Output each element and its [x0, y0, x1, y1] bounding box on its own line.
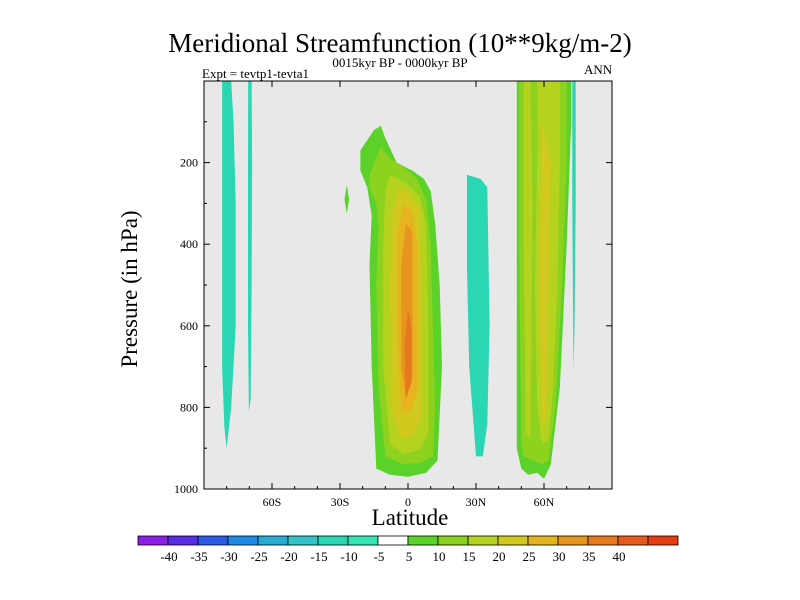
colorbar-swatch [617, 535, 649, 546]
x-tick-label: 60S [263, 495, 282, 509]
colorbar-swatch [527, 535, 559, 546]
contour-strip-74N [572, 81, 576, 371]
colorbar-label: -15 [310, 549, 327, 564]
colorbar-swatch [647, 535, 679, 546]
contour-cell-70S-strip [248, 81, 253, 412]
season-label: ANN [584, 62, 613, 77]
colorbar-label: 40 [613, 549, 626, 564]
colorbar-label: 25 [523, 549, 536, 564]
y-axis-label: Pressure (in hPa) [117, 210, 142, 368]
colorbar-swatch [167, 535, 199, 546]
contour-cell-30N [466, 174, 490, 457]
colorbar-swatch [197, 535, 229, 546]
y-tick-label: 1000 [174, 482, 198, 496]
colorbar-swatch [317, 535, 349, 546]
colorbar-swatch [557, 535, 589, 546]
contour-cell-60N-20 [539, 121, 551, 428]
colorbar-label: -30 [220, 549, 237, 564]
chart-title: Meridional Streamfunction (10**9kg/m-2) [168, 28, 632, 58]
colorbar-label: -25 [250, 549, 267, 564]
contour-small-blob-27S [344, 185, 350, 214]
x-tick-label: 30S [331, 495, 350, 509]
x-tick-label: 30N [466, 495, 487, 509]
contour-cell-60N-15 [523, 81, 533, 440]
experiment-label: Expt = tevtp1-tevta1 [202, 66, 309, 81]
colorbar-swatch [437, 535, 469, 546]
chart-subtitle: 0015kyr BP - 0000kyr BP [332, 55, 468, 70]
colorbar-label: -10 [340, 549, 357, 564]
colorbar-swatch [227, 535, 259, 546]
colorbar-swatch [497, 535, 529, 546]
colorbar-swatch [287, 535, 319, 546]
contour-tropical-cell-35 [404, 309, 412, 400]
colorbar-swatch [137, 535, 169, 546]
colorbar-label: 30 [553, 549, 566, 564]
colorbar-swatch [377, 535, 409, 546]
colorbar-label: 35 [583, 549, 596, 564]
x-axis-label: Latitude [371, 505, 449, 530]
y-tick-label: 200 [180, 156, 198, 170]
colorbar-label: -5 [374, 549, 385, 564]
colorbar-label: -35 [190, 549, 207, 564]
colorbar-label: -40 [160, 549, 177, 564]
colorbar-swatch [257, 535, 289, 546]
colorbar-label: 15 [463, 549, 476, 564]
x-tick-label: 60N [534, 495, 555, 509]
y-tick-label: 800 [180, 400, 198, 414]
colorbar-swatch [407, 535, 439, 546]
colorbar-label: 10 [433, 549, 446, 564]
contour-cell-80S-narrow [222, 81, 236, 449]
y-tick-label: 600 [180, 319, 198, 333]
colorbar-label: -20 [280, 549, 297, 564]
colorbar-label: 5 [406, 549, 413, 564]
colorbar-swatch [587, 535, 619, 546]
colorbar-label: 20 [493, 549, 506, 564]
colorbar-swatch [347, 535, 379, 546]
x-tick-label: 0 [405, 495, 411, 509]
y-tick-label: 400 [180, 237, 198, 251]
colorbar-swatch [467, 535, 499, 546]
